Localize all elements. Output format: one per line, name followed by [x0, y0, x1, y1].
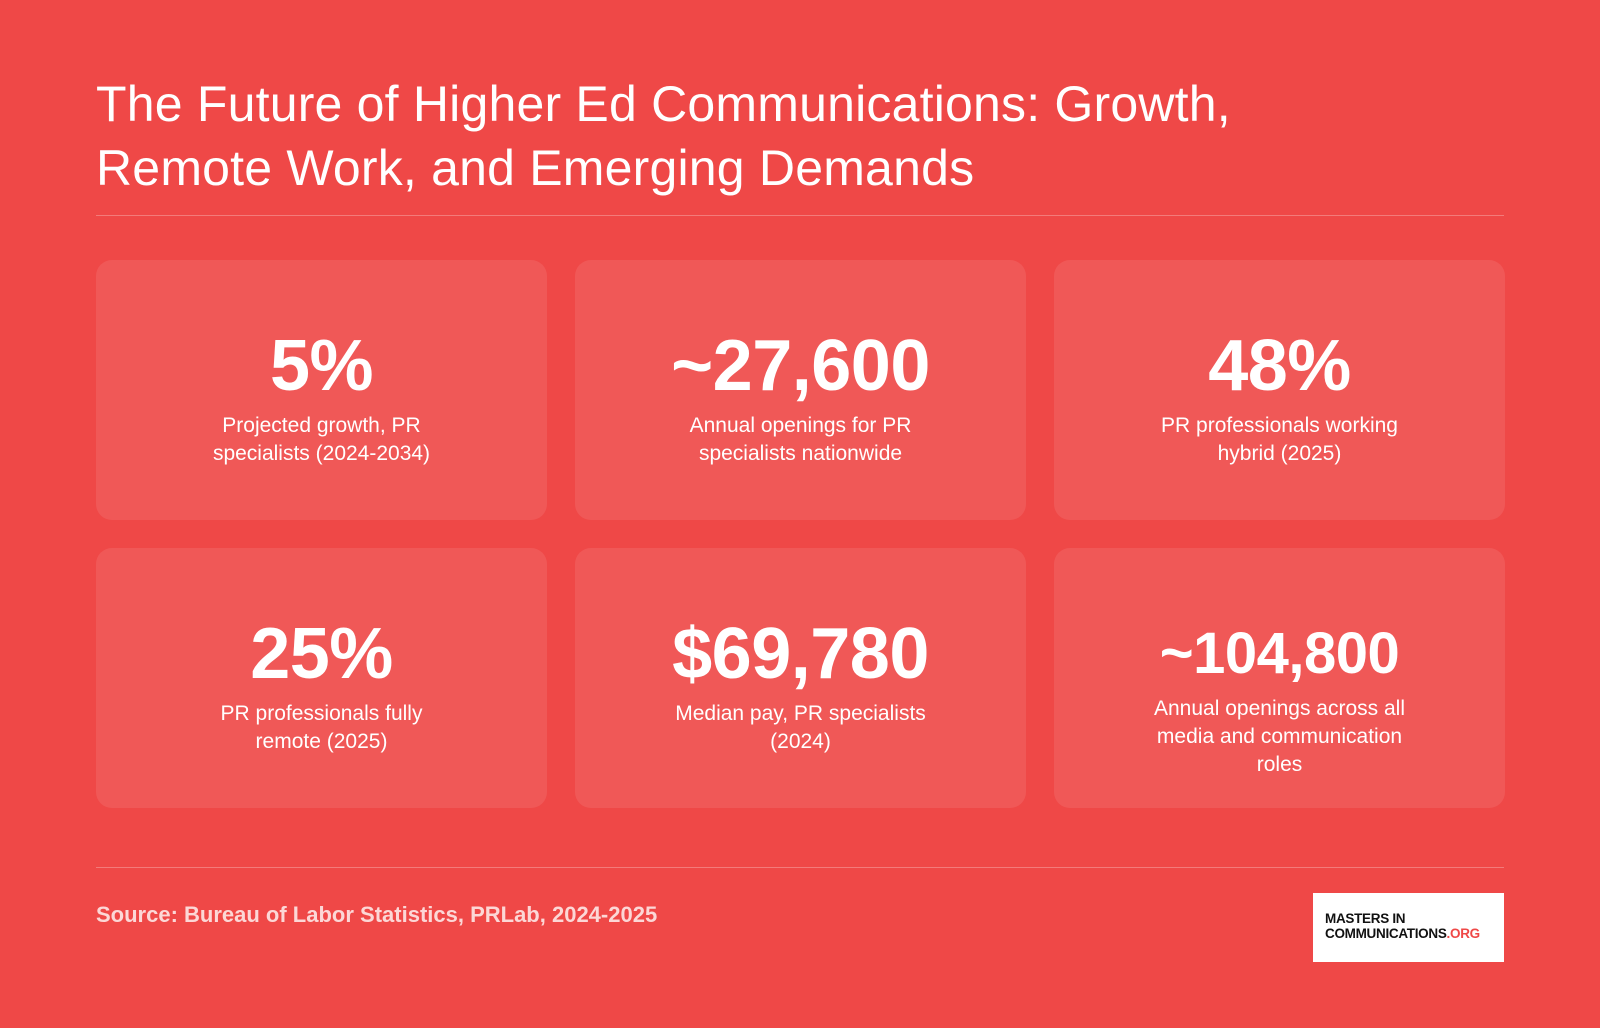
stat-label: Projected growth, PR specialists (2024-2…: [212, 414, 431, 465]
stat-value: ~104,800: [1159, 621, 1400, 686]
stat-value: $69,780: [672, 614, 929, 694]
stat-label: PR professionals working hybrid (2025): [1161, 414, 1398, 465]
stat-label: Annual openings for PR specialists natio…: [689, 414, 912, 465]
stat-value: 48%: [1208, 326, 1351, 406]
brand-logo[interactable]: MASTERS IN COMMUNICATIONS.ORG: [1313, 893, 1504, 962]
stat-label: Annual openings across all media and com…: [1154, 697, 1405, 776]
logo-line-1: MASTERS IN: [1325, 911, 1406, 926]
stat-label: Median pay, PR specialists (2024): [675, 702, 926, 753]
logo-line-2: COMMUNICATIONS.ORG: [1325, 926, 1504, 941]
stat-grid: 5% Projected growth, PR specialists (202…: [96, 260, 1505, 808]
stat-card-median-pay: $69,780 Median pay, PR specialists (2024…: [575, 548, 1026, 808]
logo-main-text: COMMUNICATIONS: [1325, 926, 1447, 941]
stat-card-hybrid: 48% PR professionals working hybrid (202…: [1054, 260, 1505, 520]
stat-value: ~27,600: [671, 326, 930, 406]
stat-card-annual-openings: ~27,600 Annual openings for PR specialis…: [575, 260, 1026, 520]
stat-card-media-openings: ~104,800 Annual openings across all medi…: [1054, 548, 1505, 808]
page-title-line-1: The Future of Higher Ed Communications: …: [96, 76, 1231, 132]
stat-label: PR professionals fully remote (2025): [220, 702, 423, 753]
stat-card-growth: 5% Projected growth, PR specialists (202…: [96, 260, 547, 520]
header-divider: [96, 215, 1504, 216]
footer-divider: [96, 867, 1504, 868]
page-title-line-2: Remote Work, and Emerging Demands: [96, 140, 975, 196]
page-title: The Future of Higher Ed Communications: …: [96, 72, 1396, 200]
source-citation: Source: Bureau of Labor Statistics, PRLa…: [96, 902, 658, 927]
logo-suffix: .ORG: [1446, 926, 1481, 941]
stat-value: 5%: [269, 326, 374, 406]
stat-value: 25%: [250, 614, 393, 694]
stat-card-remote: 25% PR professionals fully remote (2025): [96, 548, 547, 808]
